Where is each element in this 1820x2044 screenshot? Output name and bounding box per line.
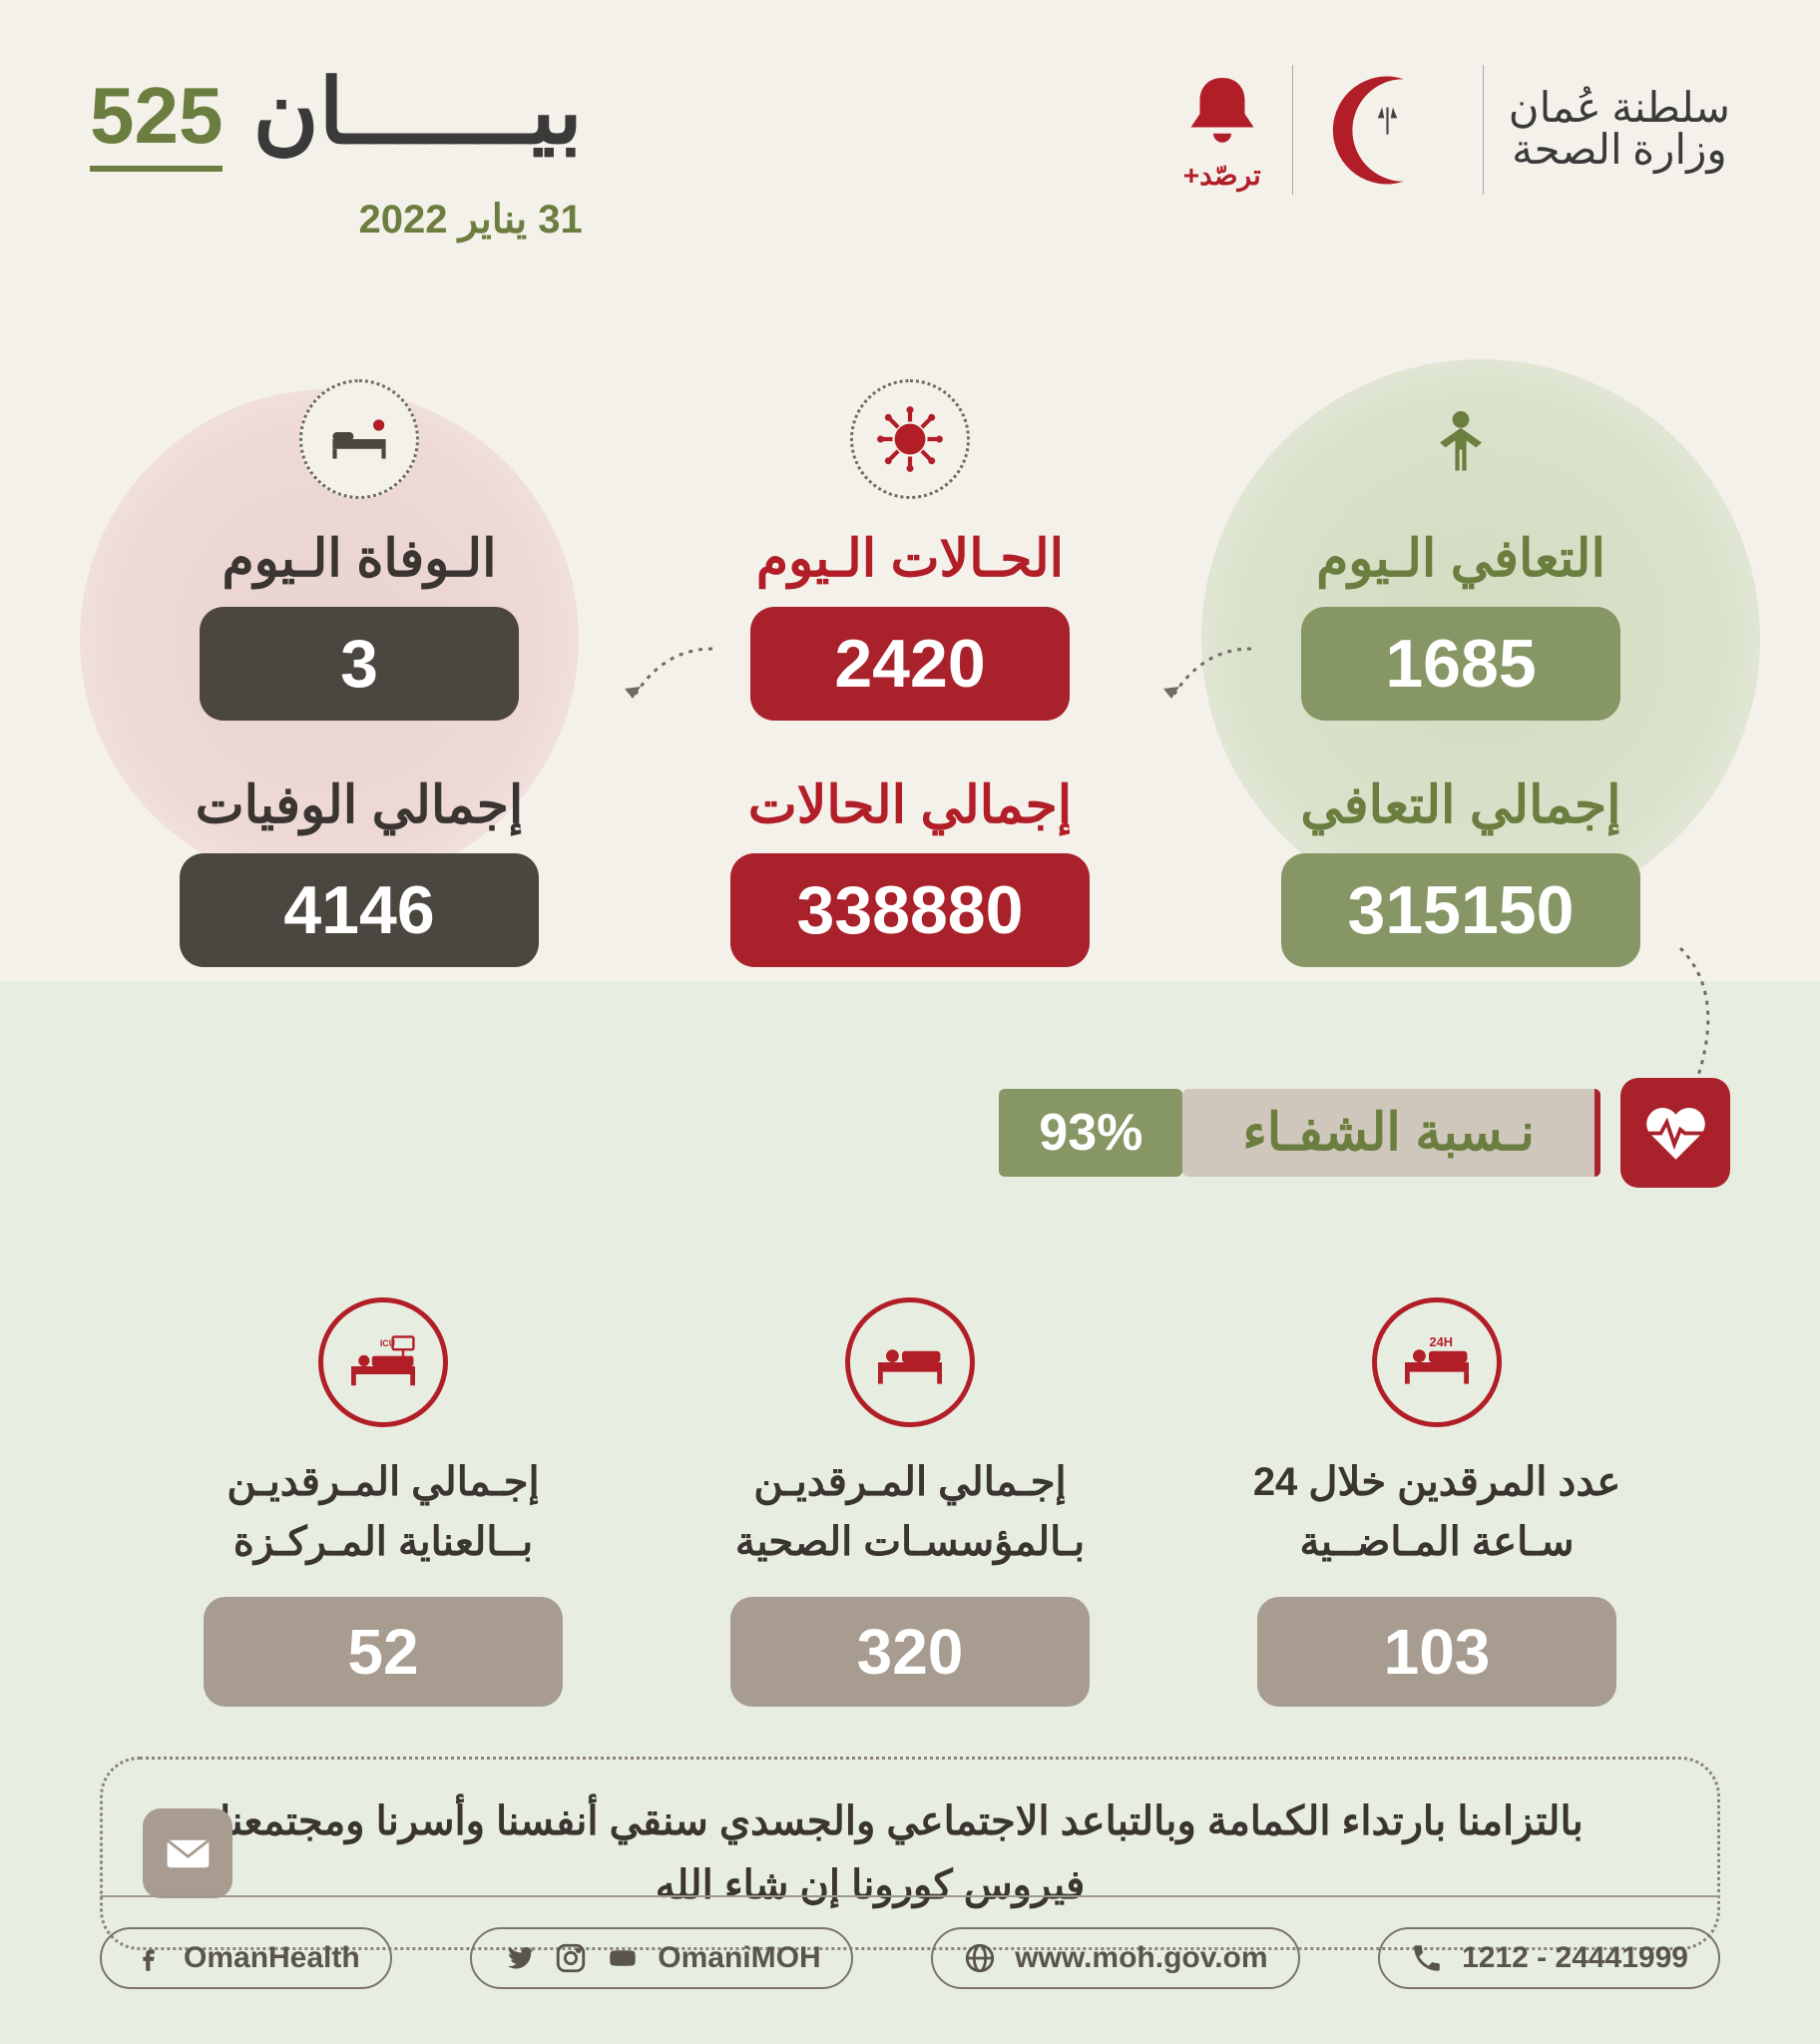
footer: OmanHealth OmaniMOH www.moh.gov.om 1212 … [100,1895,1720,1989]
connector-arrow-2 [603,639,722,724]
footer-facebook[interactable]: OmanHealth [100,1927,392,1989]
mail-icon [143,1808,232,1898]
virus-icon [850,379,970,499]
hosp-icu-label: إجـمالي المـرقديـن بــالعناية المـركـزة [144,1452,623,1572]
deaths-column: الـوفاة الـيوم 3 إجمالي الوفيات 4146 [120,379,599,967]
ministry-name: سلطنة عُمان وزارة الصحة [1509,88,1730,172]
deaths-total-label: إجمالي الوفيات [196,775,524,835]
svg-text:24H: 24H [1430,1334,1453,1349]
tarassud-label: ترصّد+ [1183,160,1261,191]
recovery-rate-value: 93% [999,1089,1182,1177]
cases-today-value: 2420 [750,607,1070,721]
footer-social[interactable]: OmaniMOH [470,1927,852,1989]
bed-death-icon [299,379,419,499]
recovery-column: التعافي الـيوم 1685 إجمالي التعافي 31515… [1221,379,1700,967]
footer-facebook-text: OmanHealth [184,1941,360,1975]
footer-social-text: OmaniMOH [658,1941,820,1975]
cases-total-label: إجمالي الحالات [748,775,1072,835]
hosp-icu-value: 52 [204,1597,563,1707]
hosp-icu: ICU إجـمالي المـرقديـن بــالعناية المـرك… [144,1297,623,1707]
tarassud-logo: ترصّد+ [1177,69,1267,192]
recovery-rate-pair: نـسبة الشفـاء 93% [999,1089,1600,1177]
person-icon [1401,379,1521,499]
deaths-today-label: الـوفاة الـيوم [222,529,496,589]
footer-phone-text: 1212 - 24441999 [1462,1941,1688,1975]
deaths-total-value: 4146 [180,853,539,967]
hosp-total-value: 320 [730,1597,1090,1707]
bulletin-date: 31 يناير 2022 [90,197,583,243]
bed-24h-icon: 24H [1372,1297,1502,1427]
footer-website-text: www.moh.gov.om [1015,1941,1267,1975]
title-block: بيـــــــان 525 31 يناير 2022 [90,60,583,243]
bed-hospital-icon [845,1297,975,1427]
cases-today-label: الحـالات الـيوم [756,529,1064,589]
main-stats: التعافي الـيوم 1685 إجمالي التعافي 31515… [120,379,1700,967]
bed-icu-icon: ICU [318,1297,448,1427]
recovery-today-value: 1685 [1301,607,1620,721]
connector-arrow-1 [1141,639,1261,724]
footer-phone[interactable]: 1212 - 24441999 [1378,1927,1720,1989]
recovery-total-label: إجمالي التعافي [1300,775,1620,835]
hosp-total: إجـمالي المـرقديـن بـالمؤسسـات الصحية 32… [671,1297,1149,1707]
hosp-24h-label: عدد المرقدين خلال 24 سـاعة المـاضــية [1197,1452,1676,1572]
hospitalization-row: 24H عدد المرقدين خلال 24 سـاعة المـاضــي… [120,1297,1700,1707]
bulletin-number: 525 [90,70,223,172]
header-divider [1483,65,1484,195]
recovery-rate-label: نـسبة الشفـاء [1182,1089,1594,1177]
bulletin-word: بيـــــــان [252,60,582,165]
hosp-24h-value: 103 [1257,1597,1616,1707]
cases-total-value: 338880 [730,853,1090,967]
svg-text:ICU: ICU [380,1338,395,1348]
deaths-today-value: 3 [200,607,519,721]
crescent-emblem-icon [1318,60,1458,200]
header-divider-2 [1292,65,1293,195]
footer-website[interactable]: www.moh.gov.om [931,1927,1299,1989]
heartbeat-icon [1620,1078,1730,1188]
logo-group: سلطنة عُمان وزارة الصحة ترصّد+ [1177,60,1730,200]
recovery-total-value: 315150 [1281,853,1640,967]
header: سلطنة عُمان وزارة الصحة ترصّد+ بيـــــــ… [90,60,1730,243]
hosp-24h: 24H عدد المرقدين خلال 24 سـاعة المـاضــي… [1197,1297,1676,1707]
recovery-rate-row: نـسبة الشفـاء 93% [519,1078,1730,1188]
cases-column: الحـالات الـيوم 2420 إجمالي الحالات 3388… [671,379,1149,967]
hosp-total-label: إجـمالي المـرقديـن بـالمؤسسـات الصحية [671,1452,1149,1572]
recovery-today-label: التعافي الـيوم [1316,529,1605,589]
